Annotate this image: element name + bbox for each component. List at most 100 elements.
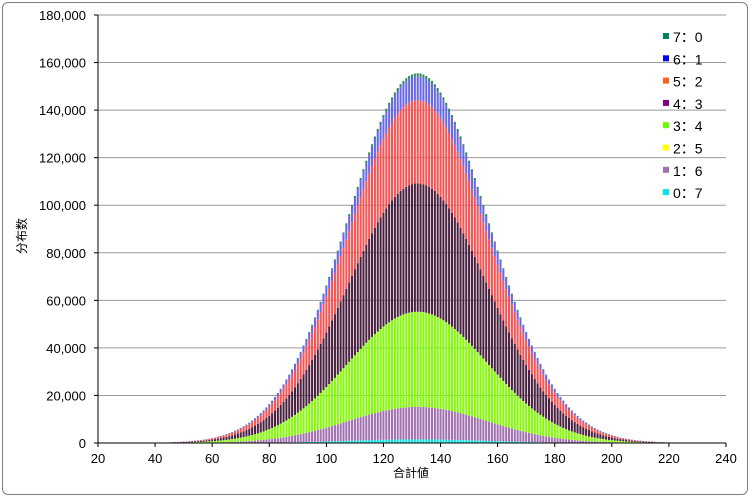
bar-segment: [316, 441, 319, 443]
y-tick-labels: 0 20,000 40,000 60,000 80,000 100,000 120,000 1…: [39, 8, 86, 451]
y-tick-label: 100,000: [39, 198, 86, 213]
bar-segment: [376, 131, 379, 152]
bar-segment: [493, 423, 496, 442]
bar-segment: [436, 193, 439, 317]
bar-segment: [516, 319, 519, 350]
bar-segment: [265, 407, 268, 410]
y-tick-label: 60,000: [46, 293, 86, 308]
bar-segment: [308, 432, 311, 442]
bar-segment: [402, 188, 405, 315]
bar-segment: [259, 422, 262, 433]
bar-segment: [291, 369, 294, 375]
bar-segment: [505, 289, 508, 327]
bar-segment: [468, 244, 471, 343]
bar-segment: [248, 424, 251, 429]
bar-segment: [379, 328, 382, 412]
bar-segment: [291, 391, 294, 417]
bar-segment: [408, 102, 411, 186]
bar-segment: [405, 439, 408, 443]
bar-segment: [296, 383, 299, 413]
bar-segment: [296, 358, 299, 365]
bar-segment: [436, 113, 439, 194]
bar-segment: [328, 441, 331, 443]
bar-segment: [196, 441, 199, 443]
bar-segment: [351, 207, 354, 223]
bar-segment: [519, 430, 522, 442]
bar-segment: [647, 441, 650, 443]
bar-segment: [470, 440, 473, 443]
bar-segment: [567, 407, 571, 410]
bar-segment: [353, 269, 356, 356]
bar-segment: [351, 440, 354, 443]
bar-segment: [373, 139, 376, 159]
bar-segment: [516, 310, 519, 320]
bar-segment: [485, 420, 488, 441]
bar-segment: [410, 312, 414, 407]
bar-segment: [465, 414, 468, 441]
bar-segment: [365, 163, 368, 182]
bar-segment: [530, 345, 533, 347]
bar-segment: [322, 338, 325, 391]
bar-segment: [587, 436, 591, 442]
bar-segment: [376, 222, 379, 332]
bar-segment: [433, 191, 436, 316]
bar-segment: [562, 413, 565, 428]
bar-segment: [328, 384, 331, 427]
bar-segment: [385, 132, 388, 209]
bar-segment: [633, 440, 636, 442]
bar-segment: [605, 436, 608, 440]
bar-segment: [339, 423, 342, 442]
bar-segment: [408, 76, 411, 80]
bar-segment: [339, 441, 342, 443]
bar-segment: [388, 204, 391, 323]
bar-segment: [382, 439, 385, 443]
bar-segment: [573, 432, 576, 441]
bar-segment: [293, 363, 296, 365]
bar-segment: [428, 78, 431, 82]
bar-segment: [385, 208, 388, 325]
bar-segment: [542, 369, 545, 375]
bar-segment: [582, 440, 585, 443]
bar-segment: [528, 346, 531, 370]
bar-segment: [208, 441, 211, 443]
bar-segment: [579, 434, 582, 441]
bar-segment: [362, 416, 365, 441]
bar-segment: [470, 250, 473, 346]
bar-segment: [382, 212, 385, 327]
bar-segment: [253, 420, 257, 426]
bar-segment: [259, 415, 262, 423]
bar-segment: [405, 313, 408, 408]
bar-segment: [542, 374, 545, 392]
bar-segment: [422, 439, 425, 443]
bar-segment: [625, 441, 628, 443]
bar-segment: [513, 312, 516, 344]
bar-segment: [482, 222, 485, 276]
bar-segment: [376, 439, 379, 443]
bar-segment: [368, 440, 371, 443]
bar-segment: [493, 301, 496, 372]
bar-segment: [405, 104, 408, 187]
bar-segment: [485, 440, 488, 443]
bar-segment: [416, 76, 419, 101]
bar-segment: [216, 438, 219, 441]
bar-segment: [496, 424, 499, 442]
bar-segment: [476, 417, 479, 441]
bar-segment: [359, 417, 362, 441]
bar-segment: [545, 374, 548, 376]
bar-segment: [479, 418, 482, 441]
bar-segment: [519, 318, 522, 327]
bar-segment: [251, 422, 254, 428]
bar-segment: [533, 410, 536, 435]
bar-segment: [251, 420, 254, 423]
bar-segment: [428, 81, 431, 105]
bar-segment: [328, 289, 331, 327]
bar-segment: [525, 432, 528, 442]
bar-segment: [211, 441, 214, 443]
bar-segment: [565, 439, 568, 443]
bar-segment: [439, 95, 442, 118]
bar-segment: [585, 428, 588, 436]
bar-segment: [410, 74, 414, 78]
bar-segment: [336, 252, 339, 265]
bar-segment: [271, 438, 274, 443]
bar-segment: [470, 416, 473, 441]
